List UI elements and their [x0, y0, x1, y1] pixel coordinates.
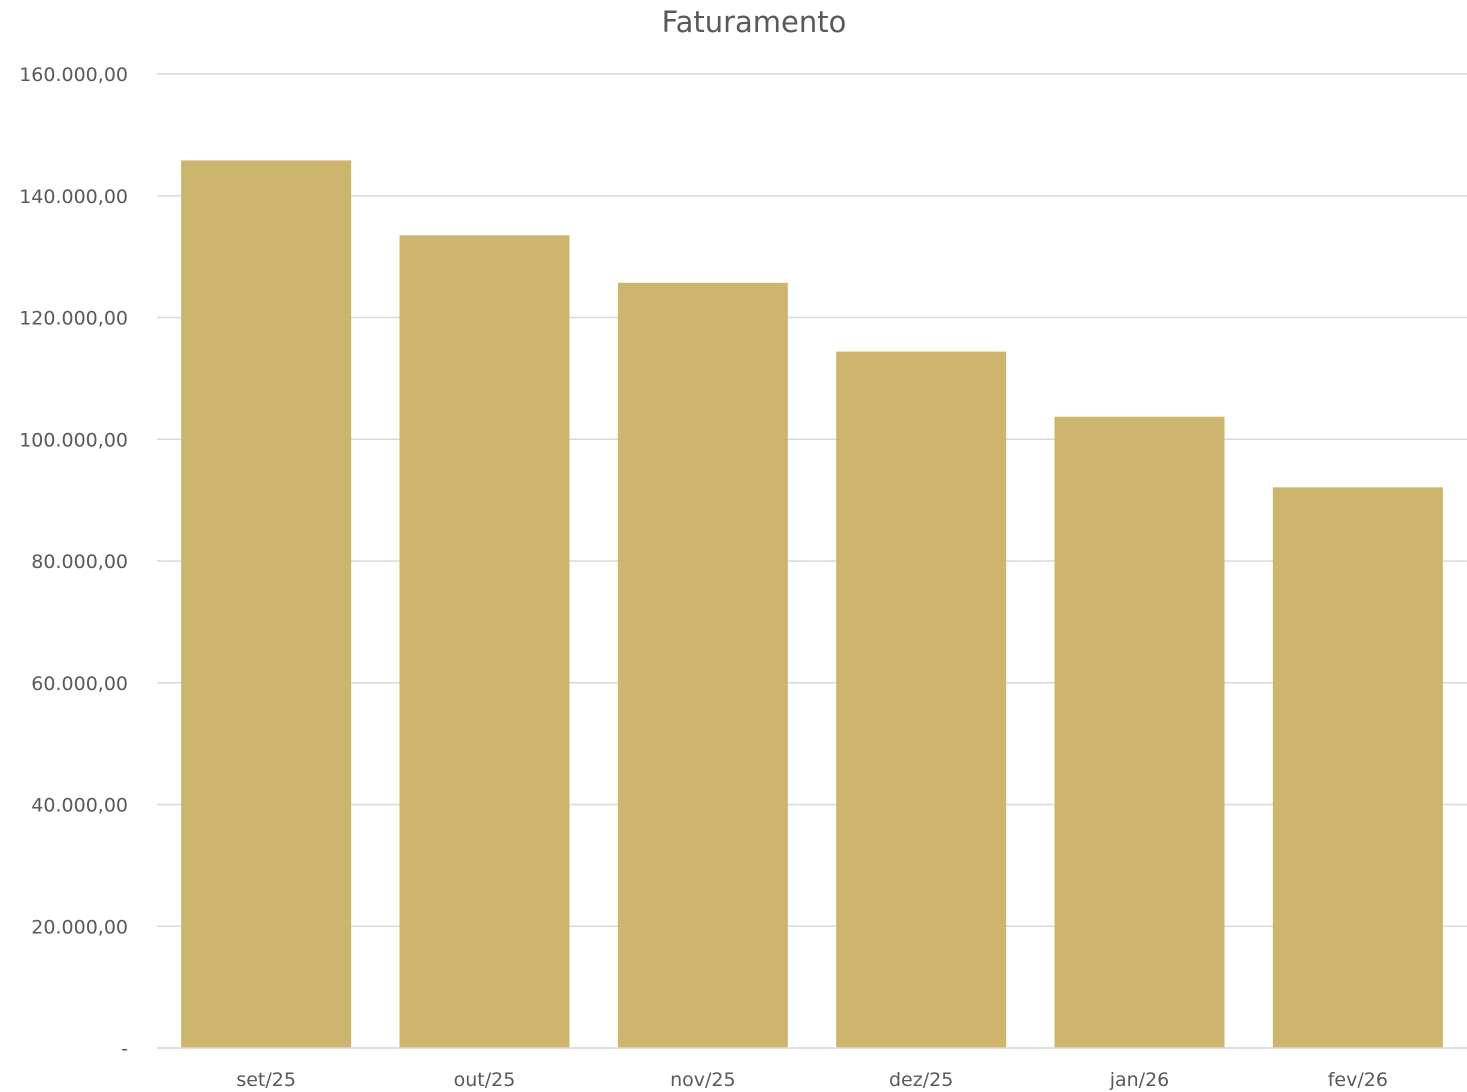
x-category-label: out/25 [454, 1069, 516, 1091]
bar-fev-26 [1272, 487, 1443, 1048]
bar-nov-25 [617, 282, 788, 1048]
y-tick-label: 120.000,00 [19, 308, 128, 330]
x-category-label: nov/25 [670, 1069, 736, 1091]
bar-jan-26 [1054, 416, 1225, 1048]
y-tick-label: 40.000,00 [31, 795, 128, 817]
y-tick-label: - [121, 1038, 128, 1060]
bar-dez-25 [836, 351, 1007, 1049]
y-tick-label: 80.000,00 [31, 551, 128, 573]
gridlines [157, 73, 1467, 1049]
y-tick-label: 100.000,00 [19, 429, 128, 451]
chart-title: Faturamento [662, 5, 847, 39]
x-axis-category-labels: set/25 out/25 nov/25 dez/25 jan/26 fev/26 [236, 1069, 1388, 1091]
y-tick-label: 20.000,00 [31, 916, 128, 938]
y-tick-label: 140.000,00 [19, 186, 128, 208]
x-category-label: dez/25 [889, 1069, 953, 1091]
bar-set-25 [181, 160, 352, 1048]
y-axis-tick-labels: - 20.000,00 40.000,00 60.000,00 80.000,00 100… [19, 64, 128, 1060]
bar-out-25 [399, 235, 570, 1049]
x-category-label: fev/26 [1328, 1069, 1388, 1091]
y-tick-label: 160.000,00 [19, 64, 128, 86]
x-category-label: jan/26 [1109, 1069, 1170, 1091]
y-tick-label: 60.000,00 [31, 673, 128, 695]
bars [157, 160, 1467, 1049]
x-category-label: set/25 [236, 1069, 296, 1091]
